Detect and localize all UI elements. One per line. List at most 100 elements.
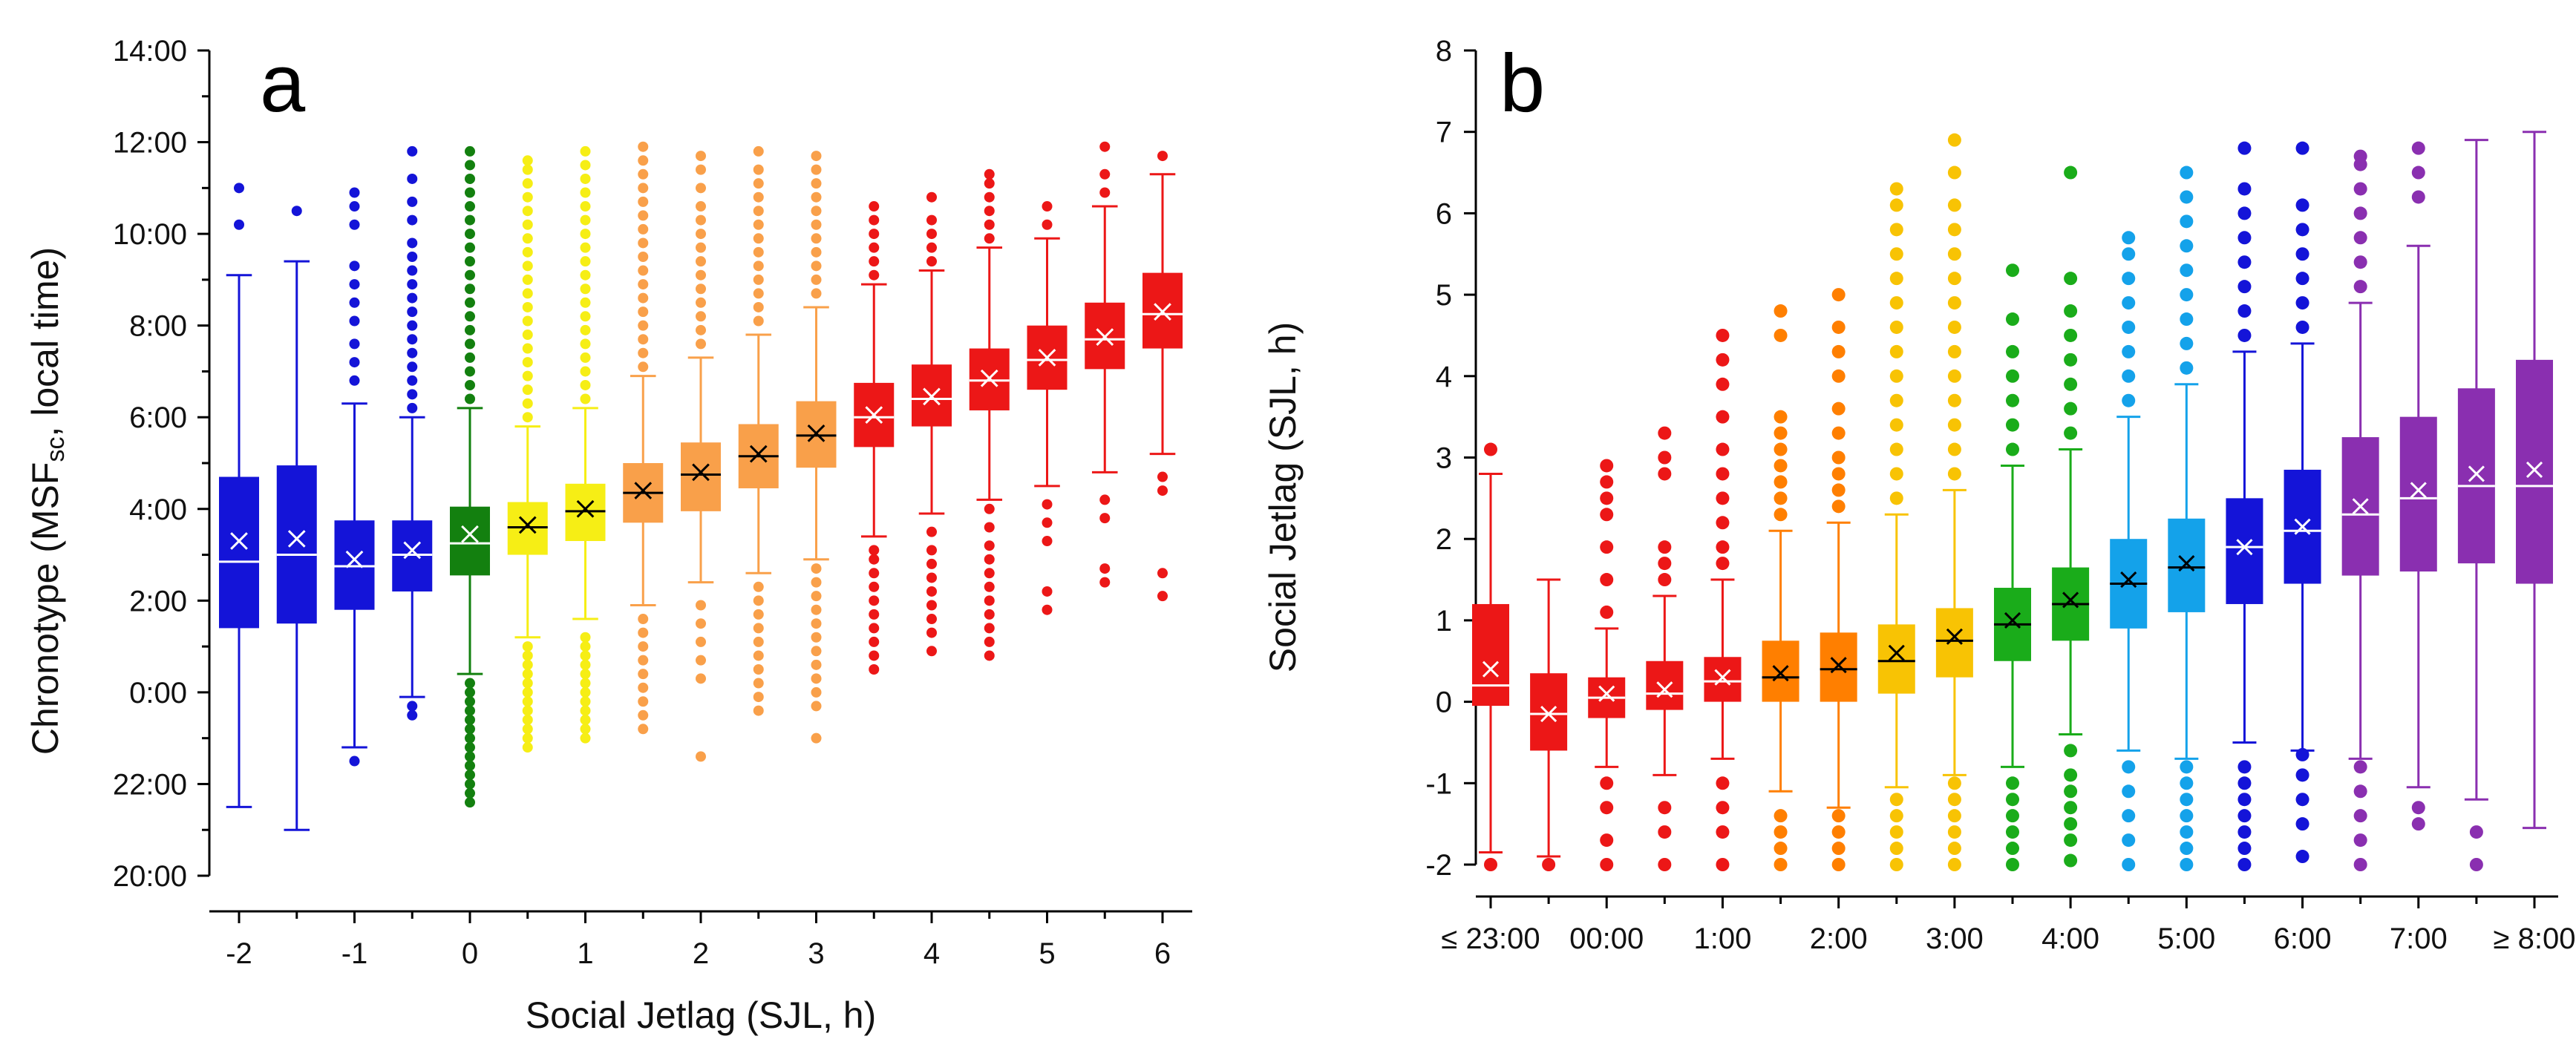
panel-a-outlier-4-22 xyxy=(465,283,475,295)
panel-b-outlier-12-9 xyxy=(2180,312,2194,327)
panel-b-group-12 xyxy=(2168,165,2206,871)
panel-a-outlier-4-3 xyxy=(465,770,475,781)
panel-a-outlier-5-29 xyxy=(522,178,533,189)
panel-a-outlier-8-12 xyxy=(696,256,706,267)
panel-a-outlier-5-5 xyxy=(522,696,533,707)
panel-b-outlier-12-2 xyxy=(2180,825,2194,839)
panel-b-outlier-15-3 xyxy=(2353,784,2367,799)
panel-a-outlier-13-13 xyxy=(984,206,995,217)
panel-a-group-11 xyxy=(854,201,895,675)
panel-b-outlier-13-9 xyxy=(2237,280,2252,294)
panel-b-outlier-13-0 xyxy=(2237,858,2252,871)
panel-a-outlier-6-6 xyxy=(580,678,591,689)
panel-a-outlier-4-5 xyxy=(465,751,475,762)
panel-a-outlier-5-4 xyxy=(522,705,533,716)
panel-a-group-10 xyxy=(796,151,837,744)
panel-b-outlier-11-3 xyxy=(2122,784,2136,799)
panel-b-outlier-12-3 xyxy=(2180,809,2194,823)
panel-b-outlier-12-13 xyxy=(2180,214,2194,229)
panel-b-outlier-6-0 xyxy=(1831,858,1846,871)
panel-b-outlier-7-6 xyxy=(1889,467,1903,481)
panel-a-outlier-8-16 xyxy=(696,201,706,212)
panel-a-outlier-13-14 xyxy=(984,191,995,203)
panel-a-outlier-14-1 xyxy=(1042,586,1053,597)
panel-a-outlier-9-9 xyxy=(753,581,764,592)
panel-b-outlier-5-12 xyxy=(1774,304,1788,318)
panel-a-outlier-7-20 xyxy=(638,210,649,221)
panel-b-outlier-10-9 xyxy=(2064,377,2078,391)
panel-b-outlier-11-10 xyxy=(2122,272,2136,286)
panel-a-outlier-6-11 xyxy=(580,632,591,643)
panel-a-outlier-9-17 xyxy=(753,219,764,230)
panel-a-outlier-8-18 xyxy=(696,164,706,175)
panel-b-outlier-9-7 xyxy=(2006,418,2019,432)
panel-b-mean-marker-10 xyxy=(2062,591,2079,609)
panel-a-outlier-0-1 xyxy=(234,183,244,194)
panel-b-outlier-14-11 xyxy=(2295,141,2309,155)
panel-b-chart: -2 -1 0 1 2 3 4 5 6 7 8 ≤ 23:00 00:00 1:00 2:00 3:00 4:0… xyxy=(1262,35,2575,955)
panel-a-mean-marker-11 xyxy=(865,406,883,424)
panel-a-y-axis-label: Chronotype (MSFsc, local time) xyxy=(24,247,70,755)
panel-b-x-tick-label-4: 3:00 xyxy=(1926,922,1984,955)
panel-b-outlier-7-14 xyxy=(1889,272,1903,286)
panel-a-outlier-4-1 xyxy=(465,787,475,799)
panel-a-outlier-9-19 xyxy=(753,191,764,203)
panel-a-outlier-6-14 xyxy=(580,366,591,377)
panel-b-outlier-2-5 xyxy=(1600,573,1614,587)
panel-a-outlier-9-1 xyxy=(753,692,764,703)
panel-a-outlier-7-25 xyxy=(638,141,649,152)
panel-a-outlier-12-3 xyxy=(926,600,937,611)
panel-a-mean-marker-8 xyxy=(692,463,710,482)
panel-b-outlier-2-9 xyxy=(1600,475,1614,489)
panel-b-outlier-11-11 xyxy=(2122,247,2136,261)
panel-b-outlier-13-5 xyxy=(2237,776,2252,790)
panel-a-outlier-6-19 xyxy=(580,297,591,308)
panel-a-outlier-4-24 xyxy=(465,256,475,267)
panel-a-outlier-10-7 xyxy=(811,618,822,629)
panel-a-outlier-6-3 xyxy=(580,705,591,716)
panel-b-outlier-10-6 xyxy=(2064,744,2078,758)
panel-a-outlier-9-15 xyxy=(753,246,764,258)
panel-a-box-0 xyxy=(219,476,259,629)
panel-a-outlier-12-13 xyxy=(926,191,937,203)
panel-a-outlier-6-21 xyxy=(580,269,591,281)
panel-a-outlier-9-11 xyxy=(753,301,764,312)
panel-b-outlier-0-1 xyxy=(1484,442,1497,456)
panel-b-outlier-4-10 xyxy=(1716,410,1730,424)
panel-a-outlier-12-12 xyxy=(926,214,937,226)
panel-b-outlier-10-3 xyxy=(2064,801,2078,815)
panel-b-outlier-17-0 xyxy=(2469,858,2483,871)
panel-a-outlier-11-5 xyxy=(869,595,880,606)
panel-b-outlier-6-13 xyxy=(1831,288,1846,302)
panel-a-outlier-6-8 xyxy=(580,659,591,670)
panel-a-outlier-9-13 xyxy=(753,274,764,285)
panel-b-outlier-2-10 xyxy=(1600,459,1614,473)
panel-b-outlier-6-2 xyxy=(1831,825,1846,839)
panel-a-outlier-5-16 xyxy=(522,357,533,368)
panel-b-group-10 xyxy=(2052,165,2090,868)
panel-a-outlier-9-6 xyxy=(753,623,764,634)
panel-b-outlier-6-8 xyxy=(1831,426,1846,440)
panel-a-x-tick-label-0: -2 xyxy=(226,937,252,970)
panel-b-group-15 xyxy=(2341,149,2379,871)
panel-a-outlier-5-14 xyxy=(522,384,533,396)
panel-a-outlier-4-20 xyxy=(465,311,475,322)
panel-a-y-tick-label-6: 8:00 xyxy=(129,310,187,343)
panel-a-y-tick-label-2: 0:00 xyxy=(129,677,187,709)
panel-b-outlier-14-1 xyxy=(2295,817,2309,831)
panel-a-outlier-6-9 xyxy=(580,650,591,661)
panel-a-outlier-8-14 xyxy=(696,229,706,240)
panel-b-outlier-17-1 xyxy=(2469,825,2483,839)
panel-a-outlier-10-17 xyxy=(811,219,822,230)
panel-a-outlier-5-25 xyxy=(522,233,533,244)
panel-a-mean-marker-7 xyxy=(634,482,653,499)
panel-b-outlier-5-5 xyxy=(1774,491,1788,505)
panel-b-outlier-14-6 xyxy=(2295,296,2309,310)
panel-a-outlier-9-0 xyxy=(753,705,764,716)
panel-a-outlier-15-1 xyxy=(1099,563,1111,574)
panel-b-group-3 xyxy=(1646,426,1684,871)
panel-b-group-8 xyxy=(1935,133,1973,871)
panel-a-outlier-12-9 xyxy=(926,256,937,267)
panel-a-outlier-16-3 xyxy=(1157,471,1168,482)
panel-b-outlier-7-12 xyxy=(1889,320,1903,334)
